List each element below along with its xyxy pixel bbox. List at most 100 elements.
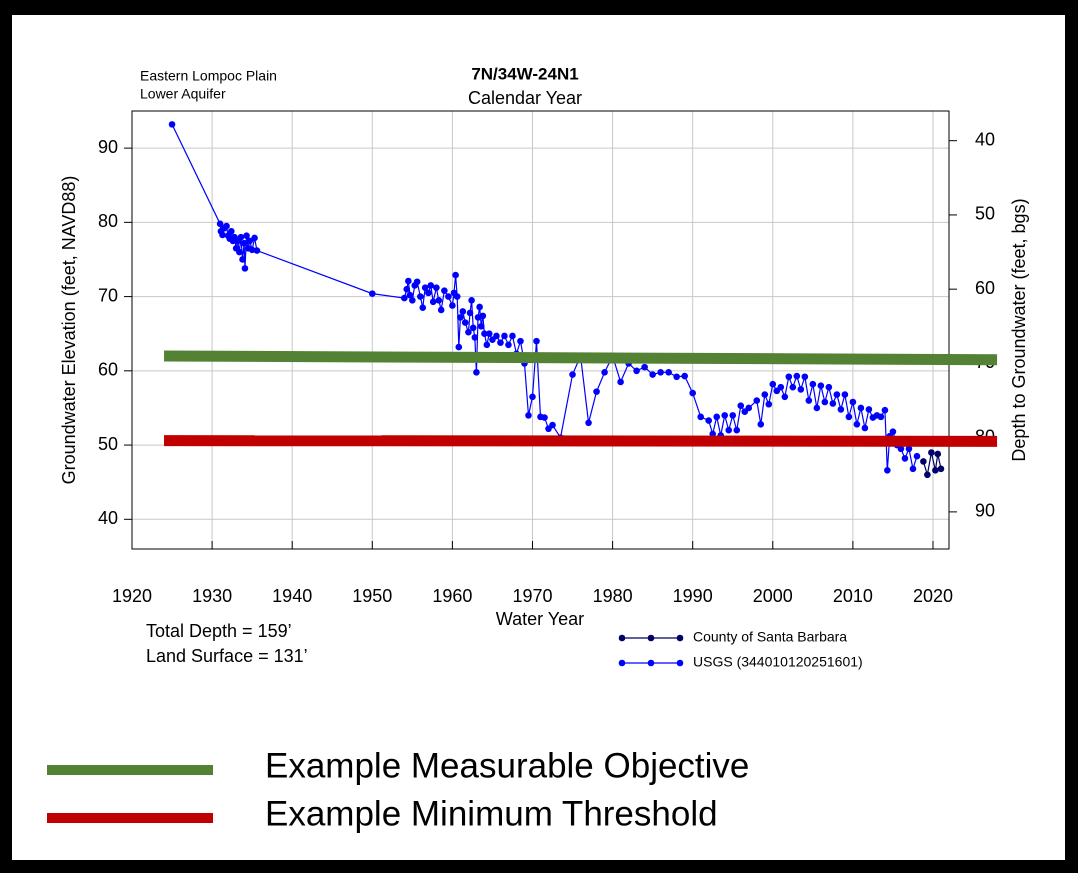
data-point — [228, 227, 235, 235]
x-tick-label: 1940 — [272, 586, 312, 606]
annotation: Total Depth = 159’ — [146, 621, 292, 641]
data-point — [479, 312, 487, 320]
data-point — [753, 397, 761, 404]
data-point — [813, 404, 821, 412]
x-tick-label: 1920 — [112, 586, 152, 606]
data-point — [905, 445, 913, 453]
data-point — [493, 332, 500, 340]
data-point — [785, 373, 793, 381]
data-point — [433, 284, 440, 291]
data-point — [240, 239, 248, 247]
x-tick-label: 2010 — [833, 586, 873, 606]
data-point — [593, 388, 600, 395]
data-point — [853, 420, 861, 428]
data-point — [657, 369, 664, 376]
data-point — [468, 297, 475, 304]
data-point — [837, 406, 845, 413]
data-point — [476, 303, 483, 311]
legend-label: County of Santa Barbara — [693, 629, 847, 645]
data-point — [409, 297, 416, 304]
data-point — [453, 293, 461, 300]
data-point — [829, 400, 837, 407]
y-tick-label: 90 — [98, 137, 118, 157]
data-point — [459, 308, 467, 315]
data-point — [425, 289, 432, 297]
chart-subtitle: Calendar Year — [468, 88, 582, 108]
data-point — [481, 330, 488, 338]
legend-marker — [647, 659, 655, 667]
threshold-line — [164, 435, 998, 447]
y-tick-label: 80 — [98, 211, 118, 231]
data-point — [884, 467, 891, 474]
data-point — [932, 467, 939, 474]
y-axis-label: Groundwater Elevation (feet, NAVD88) — [59, 176, 79, 485]
legend-marker — [676, 634, 684, 642]
x-tick-label: 1970 — [512, 586, 552, 606]
annotation: Eastern Lompoc Plain — [140, 68, 277, 84]
data-point — [697, 413, 704, 421]
slide-legend-label: Example Measurable Objective — [265, 746, 749, 785]
data-point — [825, 383, 833, 391]
annotation: Lower Aquifer — [140, 86, 226, 102]
data-point — [673, 373, 680, 381]
x-axis-label: Water Year — [496, 609, 584, 629]
data-point — [497, 339, 504, 346]
data-point — [525, 412, 532, 419]
data-point — [665, 369, 672, 376]
data-point — [881, 406, 889, 414]
data-point — [937, 465, 945, 473]
data-point — [729, 412, 737, 419]
data-point — [777, 383, 785, 391]
data-point — [821, 398, 829, 406]
data-point — [865, 406, 873, 413]
data-point — [251, 234, 258, 242]
data-point — [403, 285, 411, 293]
data-point — [713, 413, 721, 421]
slide-legend-label: Example Minimum Threshold — [265, 794, 718, 833]
y2-tick-label: 90 — [975, 501, 995, 521]
data-point — [861, 424, 869, 432]
data-point — [757, 420, 765, 428]
data-point — [801, 373, 809, 381]
data-point — [745, 404, 753, 412]
data-point — [435, 297, 443, 304]
data-point — [246, 237, 254, 245]
data-point — [216, 220, 224, 228]
data-point — [901, 455, 909, 462]
data-point — [168, 121, 176, 128]
data-point — [934, 450, 942, 458]
data-point — [849, 398, 857, 406]
data-point — [913, 452, 921, 460]
data-point — [709, 430, 717, 438]
data-point — [817, 382, 825, 389]
data-point — [920, 458, 927, 465]
data-point — [509, 332, 516, 340]
data-point — [765, 400, 773, 408]
data-point — [413, 278, 421, 286]
data-point — [549, 421, 556, 429]
data-point — [809, 380, 817, 388]
data-point — [641, 363, 648, 371]
y2-axis-label: Depth to Groundwater (feet, bgs) — [1009, 198, 1029, 461]
data-point — [781, 393, 789, 401]
data-point — [455, 343, 463, 351]
data-point — [737, 402, 745, 410]
data-point — [505, 341, 512, 349]
data-point — [429, 298, 437, 306]
data-point — [477, 322, 485, 330]
data-point — [485, 330, 493, 338]
data-point — [601, 369, 608, 376]
data-point — [421, 284, 429, 291]
x-tick-label: 1950 — [352, 586, 392, 606]
data-point — [241, 265, 249, 272]
data-point — [769, 380, 777, 388]
x-tick-label: 1990 — [673, 586, 713, 606]
data-point — [909, 465, 917, 473]
data-point — [841, 391, 849, 398]
data-point — [517, 337, 524, 345]
plot-frame — [131, 110, 950, 550]
data-point — [236, 248, 243, 256]
data-point — [924, 471, 931, 479]
